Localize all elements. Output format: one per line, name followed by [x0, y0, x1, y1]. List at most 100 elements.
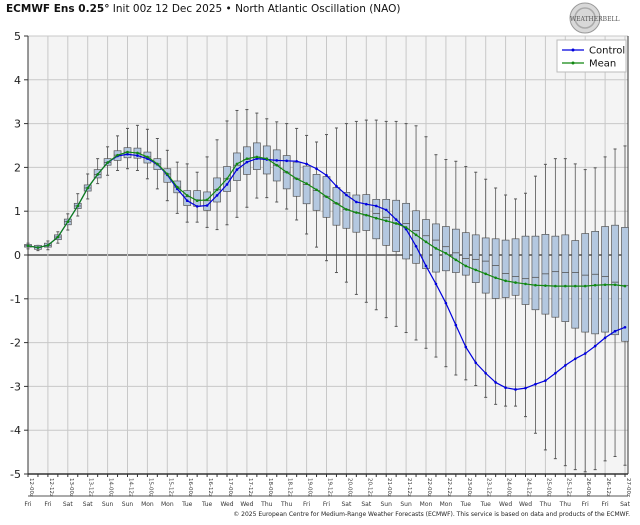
- series-point-control: [613, 329, 617, 333]
- series-point-mean: [554, 284, 557, 288]
- series-point-mean: [305, 182, 308, 185]
- series-point-mean: [255, 155, 259, 159]
- ensemble-box: [561, 158, 570, 467]
- x-tick-label: 24-00z: [506, 478, 512, 497]
- series-point-mean: [116, 153, 119, 157]
- series-point-mean: [26, 244, 30, 248]
- iqr-box: [551, 235, 560, 318]
- day-label: Wed: [240, 501, 253, 508]
- day-label: Fri: [24, 501, 31, 508]
- x-tick-label: 20-00z: [346, 478, 352, 497]
- series-point-mean: [613, 283, 617, 287]
- series-point-control: [275, 159, 279, 162]
- series-point-control: [434, 282, 438, 286]
- copyright-footer: © 2025 European Centre for Medium-Range …: [233, 511, 630, 518]
- legend-marker: [571, 61, 575, 65]
- iqr-box: [491, 238, 500, 299]
- iqr-box: [561, 234, 570, 322]
- ensemble-box: [621, 145, 629, 466]
- x-tick-label: 14-00z: [108, 478, 114, 497]
- x-tick-label: 25-12z: [565, 478, 571, 497]
- series-point-control: [305, 162, 308, 166]
- day-label: Sat: [63, 501, 73, 508]
- y-tick-label: 2: [14, 161, 21, 174]
- x-tick-label: 21-00z: [386, 478, 392, 497]
- x-tick-label: 19-12z: [327, 478, 333, 497]
- day-label: Sat: [361, 501, 371, 508]
- iqr-box: [312, 174, 321, 211]
- series-point-mean: [514, 281, 517, 284]
- ensemble-box: [611, 148, 619, 457]
- series-point-mean: [106, 161, 109, 164]
- series-point-control: [544, 379, 547, 383]
- series-point-control: [534, 382, 537, 386]
- series-point-control: [583, 352, 587, 355]
- x-tick-label: 17-12z: [247, 478, 253, 497]
- series-point-control: [235, 168, 239, 171]
- series-point-mean: [384, 219, 388, 223]
- series-point-mean: [414, 233, 418, 237]
- series-point-control: [355, 200, 358, 204]
- series-point-control: [474, 361, 478, 365]
- day-label: Tue: [480, 501, 492, 508]
- series-point-mean: [434, 247, 438, 250]
- series-point-mean: [166, 172, 169, 176]
- iqr-box: [531, 235, 540, 311]
- iqr-box: [193, 190, 201, 207]
- series-point-mean: [315, 188, 318, 192]
- day-label: Sat: [83, 501, 93, 508]
- iqr-box: [581, 233, 590, 333]
- series-point-control: [295, 159, 298, 163]
- iqr-box: [511, 238, 520, 296]
- series-point-control: [195, 205, 199, 208]
- series-point-mean: [374, 216, 378, 220]
- weatherbell-logo: WEATHERBELL: [569, 2, 619, 34]
- series-point-mean: [404, 226, 408, 229]
- iqr-box: [481, 237, 490, 294]
- series-point-control: [285, 159, 289, 163]
- day-label: Fri: [582, 501, 589, 508]
- x-tick-label: 25-00z: [545, 478, 551, 497]
- series-point-mean: [365, 213, 368, 217]
- series-point-control: [225, 183, 229, 186]
- series-point-control: [573, 357, 577, 361]
- series-point-mean: [235, 162, 239, 166]
- legend-label: Mean: [589, 59, 616, 70]
- y-tick-label: -2: [10, 337, 21, 350]
- x-tick-label: 18-12z: [287, 478, 293, 497]
- iqr-box: [571, 240, 580, 329]
- ensemble-box: [581, 169, 590, 473]
- x-tick-label: 26-12z: [605, 478, 611, 497]
- day-label: Sun: [102, 501, 114, 508]
- series-point-control: [424, 264, 428, 268]
- y-tick-label: -4: [10, 424, 21, 437]
- iqr-box: [541, 234, 550, 315]
- series-point-mean: [623, 284, 627, 288]
- ensemble-box: [531, 175, 540, 434]
- series-point-mean: [146, 155, 149, 159]
- day-label: Sun: [122, 501, 134, 508]
- x-tick-label: 26-00z: [585, 478, 591, 497]
- iqr-box: [611, 224, 619, 336]
- iqr-box: [302, 165, 311, 205]
- ensemble-box: [511, 198, 520, 407]
- legend: Control Mean: [556, 39, 627, 73]
- day-label: Sun: [380, 501, 392, 508]
- day-label: Thu: [559, 501, 571, 508]
- series-point-mean: [454, 258, 458, 262]
- day-label: Thu: [280, 501, 292, 508]
- day-label: Tue: [201, 501, 213, 508]
- ensemble-box: [481, 178, 490, 398]
- y-tick-label: 4: [14, 74, 21, 87]
- series-point-mean: [444, 251, 448, 255]
- day-label: Mon: [161, 501, 174, 508]
- ensemble-box: [571, 163, 580, 471]
- series-point-control: [205, 204, 209, 207]
- day-label: Sun: [400, 501, 412, 508]
- series-point-control: [554, 371, 557, 375]
- series-point-mean: [355, 211, 358, 214]
- series-point-control: [345, 193, 348, 197]
- series-point-mean: [504, 279, 507, 283]
- series-point-mean: [345, 208, 348, 211]
